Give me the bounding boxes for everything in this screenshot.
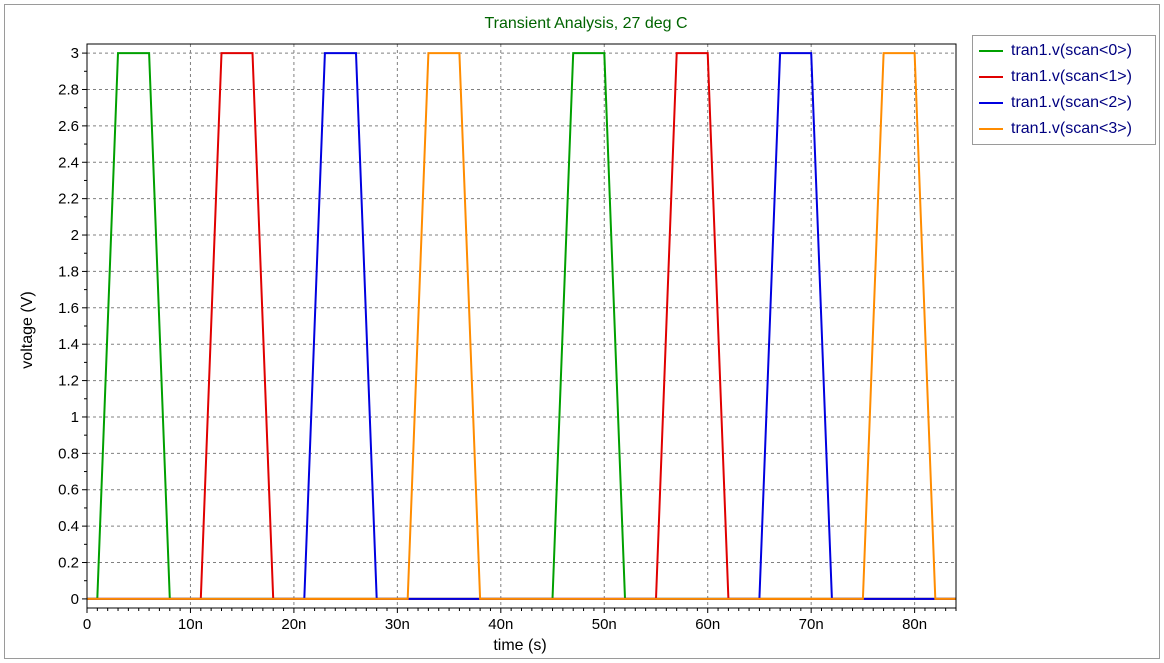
y-tick-label: 0 bbox=[71, 591, 79, 608]
legend-swatch-scan2 bbox=[979, 102, 1003, 104]
legend-label-scan2: tran1.v(scan<2>) bbox=[1011, 94, 1132, 111]
plot-border bbox=[86, 43, 957, 609]
y-tick-label: 1.4 bbox=[58, 336, 79, 353]
y-tick-label: 2 bbox=[71, 227, 79, 244]
x-tick-label: 60n bbox=[695, 616, 720, 633]
legend-item-scan0[interactable]: tran1.v(scan<0>) bbox=[979, 40, 1132, 62]
y-tick-label: 0.2 bbox=[58, 555, 79, 572]
axes-layer: 0 10n 20n 30n 40n 50n 60n 70n 80n 0 0.2 0.4 0.6 0.8 1 1… bbox=[58, 43, 957, 633]
series-line-scan3 bbox=[87, 52, 956, 600]
y-tick-label: 3 bbox=[71, 45, 79, 62]
x-tick-label: 50n bbox=[592, 616, 617, 633]
x-tick-label: 0 bbox=[83, 616, 91, 633]
legend-item-scan1[interactable]: tran1.v(scan<1>) bbox=[979, 66, 1132, 88]
chart-title: Transient Analysis, 27 deg C bbox=[484, 15, 687, 32]
y-tick-label: 0.4 bbox=[58, 518, 79, 535]
y-tick-label: 0.8 bbox=[58, 445, 79, 462]
y-tick-label: 1 bbox=[71, 409, 79, 426]
grid-layer bbox=[87, 44, 956, 608]
y-axis-label: voltage (V) bbox=[19, 291, 36, 368]
y-tick-label: 2.2 bbox=[58, 191, 79, 208]
y-tick-label: 2.8 bbox=[58, 81, 79, 98]
x-tick-label: 40n bbox=[488, 616, 513, 633]
legend-label-scan0: tran1.v(scan<0>) bbox=[1011, 42, 1132, 59]
legend-item-scan3[interactable]: tran1.v(scan<3>) bbox=[979, 118, 1132, 140]
plot-area bbox=[87, 44, 956, 608]
legend-swatch-scan3 bbox=[979, 128, 1003, 130]
y-tick-label: 2.6 bbox=[58, 118, 79, 135]
x-tick-label: 30n bbox=[385, 616, 410, 633]
legend: tran1.v(scan<0>) tran1.v(scan<1>) tran1.… bbox=[972, 35, 1156, 145]
legend-swatch-scan1 bbox=[979, 76, 1003, 78]
legend-label-scan1: tran1.v(scan<1>) bbox=[1011, 68, 1132, 85]
y-tick-label: 1.8 bbox=[58, 263, 79, 280]
x-tick-label: 20n bbox=[281, 616, 306, 633]
x-tick-label: 70n bbox=[799, 616, 824, 633]
series-layer bbox=[87, 52, 956, 600]
legend-item-scan2[interactable]: tran1.v(scan<2>) bbox=[979, 92, 1132, 114]
y-tick-label: 1.6 bbox=[58, 300, 79, 317]
x-axis-label: time (s) bbox=[493, 637, 546, 654]
legend-label-scan3: tran1.v(scan<3>) bbox=[1011, 120, 1132, 137]
legend-swatch-scan0 bbox=[979, 50, 1003, 52]
x-tick-label: 80n bbox=[902, 616, 927, 633]
y-tick-label: 0.6 bbox=[58, 482, 79, 499]
y-tick-label: 2.4 bbox=[58, 154, 79, 171]
y-tick-label: 1.2 bbox=[58, 373, 79, 390]
x-tick-label: 10n bbox=[178, 616, 203, 633]
